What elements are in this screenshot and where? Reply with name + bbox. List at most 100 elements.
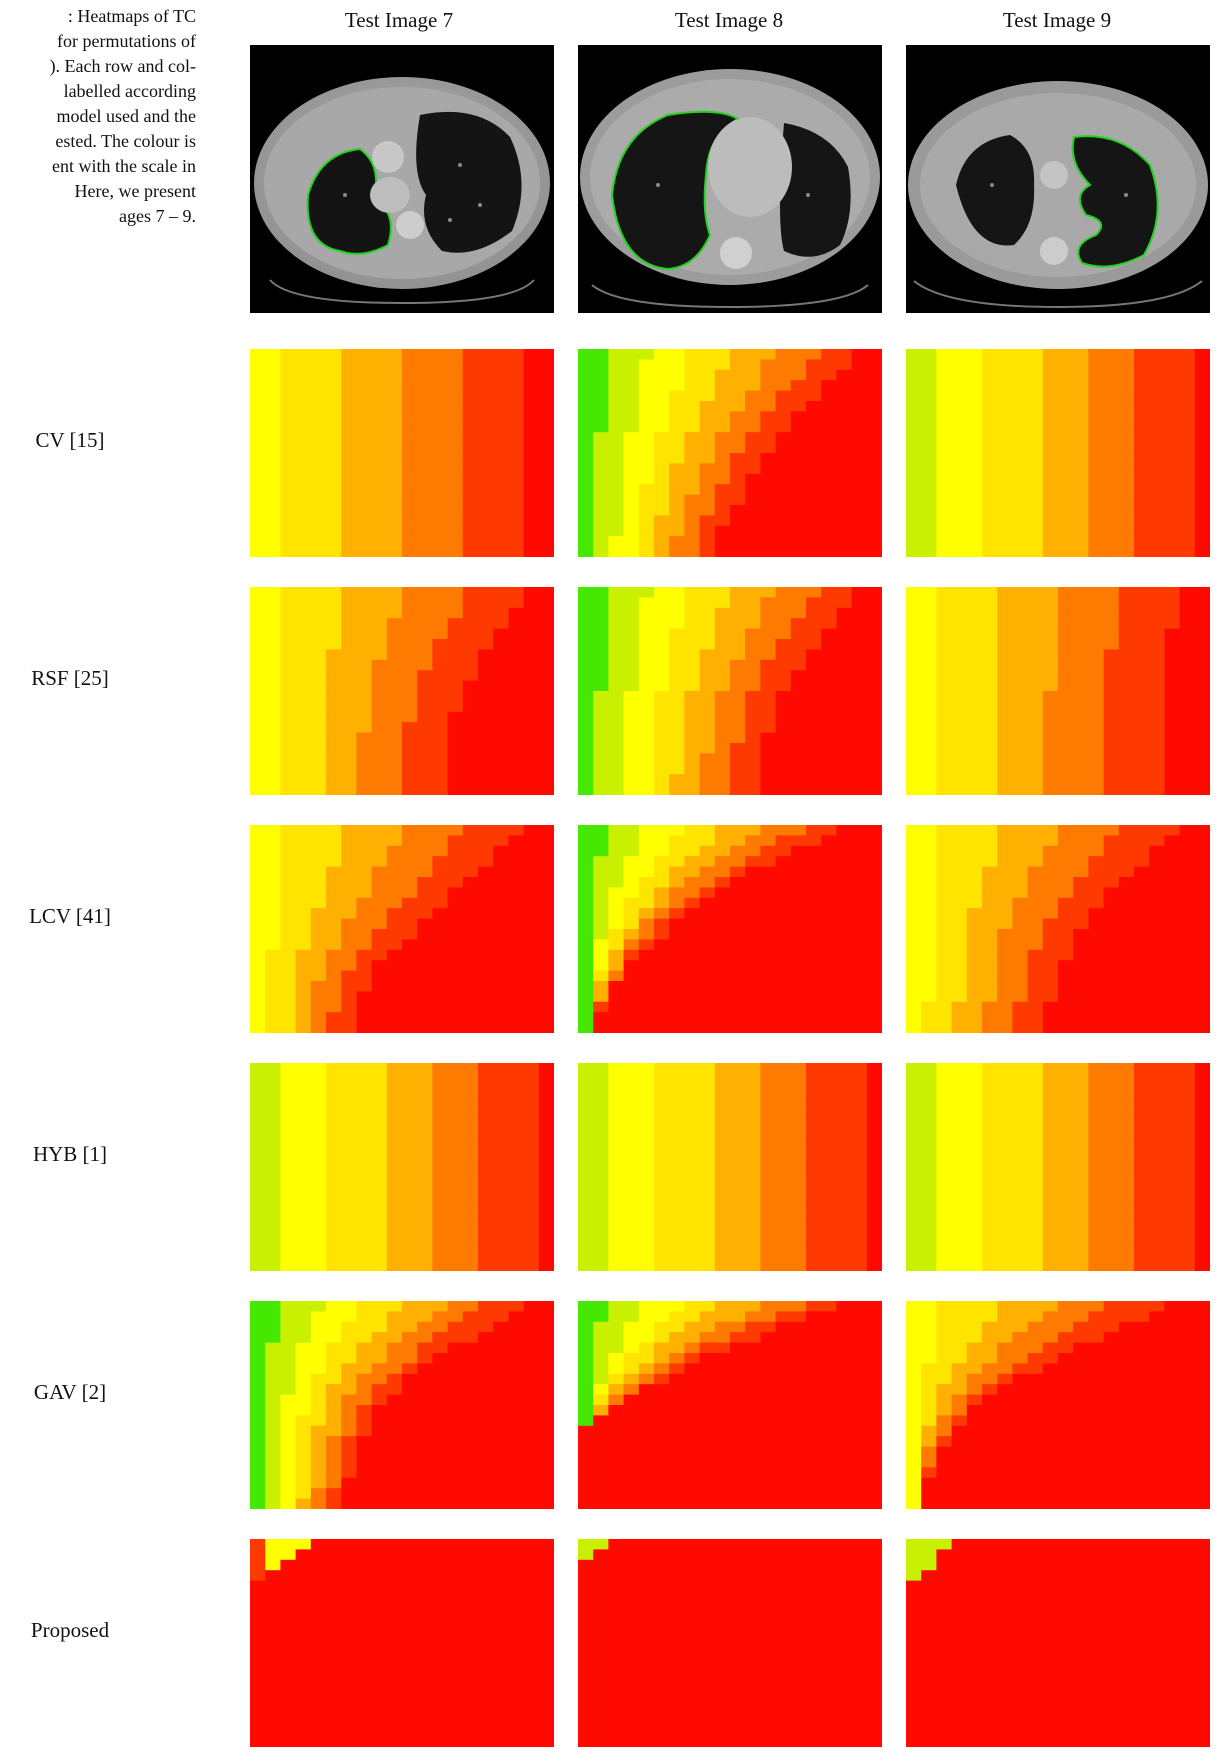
heatmap-cell [1012,1073,1029,1085]
heatmap-cell [402,753,418,765]
heatmap-cell [523,359,540,371]
heatmap-cell [386,866,403,878]
heatmap-cell [326,897,342,909]
heatmap-cell [921,463,937,475]
heatmap-cell [265,659,281,671]
heatmap-cell [1027,1208,1044,1220]
heatmap-cell [775,421,792,433]
heatmap-cell [936,929,953,940]
heatmap-cell [806,835,822,847]
heatmap-cell [447,659,464,671]
heatmap-cell [1012,659,1029,671]
heatmap-cell [447,887,464,899]
heatmap-cell [836,960,853,972]
heatmap-cell [1088,825,1105,836]
heatmap-cell [684,763,701,775]
heatmap-cell [699,515,716,527]
heatmap-cell [593,1156,609,1168]
heatmap-cell [669,711,685,723]
heatmap-cell [1073,918,1089,930]
heatmap-cell [1027,473,1044,485]
heatmap-cell [523,525,540,537]
heatmap-cell [523,380,540,392]
heatmap-cell [265,411,281,423]
heatmap-cell [493,597,509,609]
heatmap-cell [538,670,554,682]
heatmap-cell [280,939,297,951]
heatmap-cell [997,515,1013,527]
heatmap-cell [386,649,403,661]
heatmap-cell [966,453,983,464]
heatmap-cell [508,722,525,734]
heatmap-cell [417,1229,433,1241]
heatmap-cell [684,722,701,734]
heatmap-cell [760,1073,777,1085]
heatmap-cell [669,1167,685,1178]
heatmap-cell [523,618,540,630]
heatmap-cell [578,897,594,909]
heatmap-cell [851,763,868,775]
heatmap-cell [1058,887,1074,899]
heatmap-cell [966,887,983,899]
heatmap-cell [982,1187,998,1199]
heatmap-cell [462,1321,479,1333]
heatmap-cell [921,639,937,650]
heatmap-cell [432,587,449,598]
heatmap-cell [417,1219,433,1230]
heatmap-cell [699,866,716,878]
heatmap-cell [280,411,297,423]
heatmap-cell [250,659,266,671]
heatmap-cell [1194,536,1210,548]
heatmap-cell [326,536,342,548]
heatmap-cell [1134,1229,1150,1241]
heatmap-cell [478,1146,494,1158]
heatmap-cell [608,1208,625,1220]
heatmap-cell [1088,1229,1105,1241]
heatmap-cell [936,484,953,496]
heatmap-cell [356,1363,373,1375]
heatmap-cell [493,1208,509,1220]
heatmap-cell [997,494,1013,506]
heatmap-cell [951,380,968,392]
heatmap-cell [310,639,327,650]
heatmap-cell [578,1001,594,1013]
heatmap-cell [836,701,853,713]
heatmap-cell [402,970,418,982]
heatmap-cell [654,421,670,433]
heatmap-cell [966,1022,983,1033]
heatmap-cell [523,1332,540,1344]
heatmap-cell [790,784,807,795]
heatmap-cell [623,1260,640,1271]
heatmap-cell [1134,908,1150,920]
heatmap-cell [836,1115,853,1126]
heatmap-cell [745,1104,761,1116]
heatmap-cell [1088,659,1105,671]
heatmap-cell [578,908,594,920]
heatmap-cell [265,1198,281,1210]
heatmap-cell [806,763,822,775]
heatmap-cell [538,1083,554,1095]
heatmap-cell [447,1260,464,1271]
heatmap-cell [371,369,388,381]
heatmap-cell [265,380,281,392]
heatmap-cell [402,380,418,392]
heatmap-cell [654,991,670,1003]
heatmap-cell [523,442,540,454]
heatmap-cell [310,763,327,775]
heatmap-cell [447,877,464,888]
heatmap-cell [1103,607,1120,619]
heatmap-cell [386,473,403,485]
heatmap-cell [851,866,868,878]
heatmap-cell [523,546,540,557]
heatmap-cell [730,505,746,516]
heatmap-cell [310,1125,327,1137]
heatmap-cell [1027,929,1044,940]
heatmap-cell [951,877,968,888]
heatmap-cell [402,659,418,671]
heatmap-cell [1134,369,1150,381]
heatmap-cell [1149,825,1165,836]
heatmap-cell [966,390,983,402]
heatmap-cell [638,856,655,868]
heatmap-cell [432,722,449,734]
heatmap-cell [936,587,953,598]
